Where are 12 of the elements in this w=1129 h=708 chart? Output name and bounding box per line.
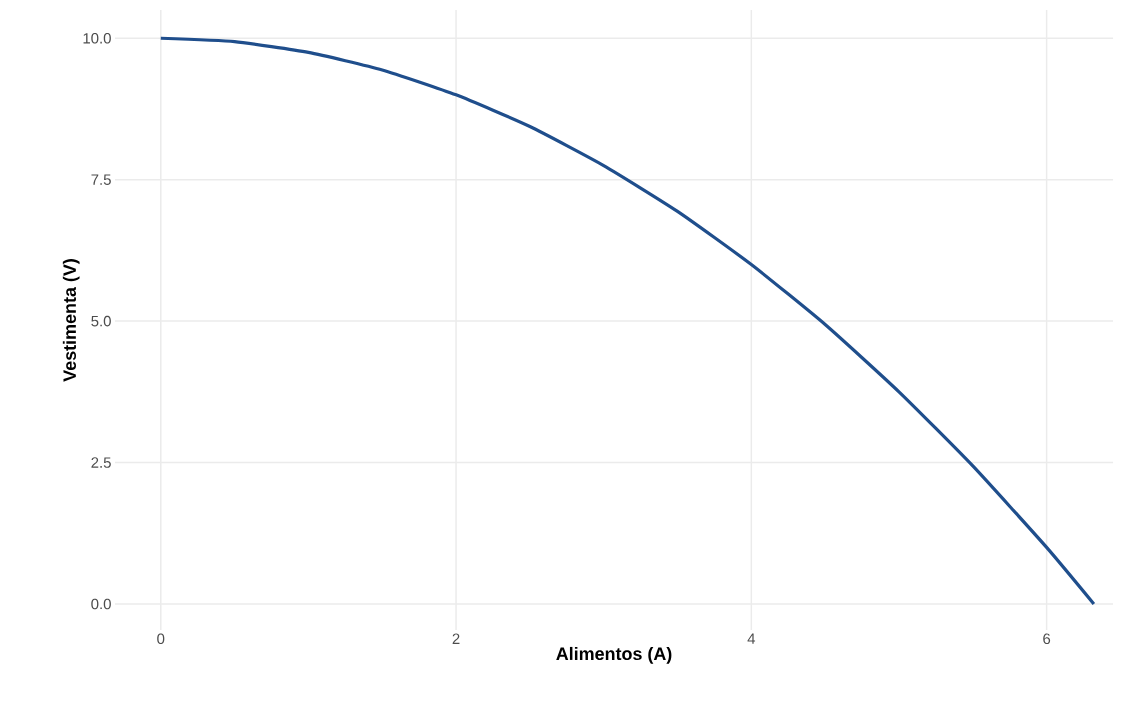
line-series	[159, 36, 1096, 606]
x-axis-title: Alimentos (A)	[556, 646, 672, 664]
y-axis-title: Vestimenta (V)	[62, 259, 80, 382]
x-tick-label: 0	[157, 633, 165, 645]
y-tick-label: 7.5	[91, 174, 111, 185]
y-tick-label: 2.5	[91, 457, 111, 468]
x-tick-label: 6	[1043, 633, 1051, 645]
y-tick-label: 10.0	[83, 32, 111, 44]
y-tick-label: 0.0	[91, 598, 111, 610]
x-tick-label: 4	[747, 633, 756, 644]
y-tick-label: 5.0	[91, 315, 111, 327]
x-tick-label: 2	[452, 633, 460, 644]
